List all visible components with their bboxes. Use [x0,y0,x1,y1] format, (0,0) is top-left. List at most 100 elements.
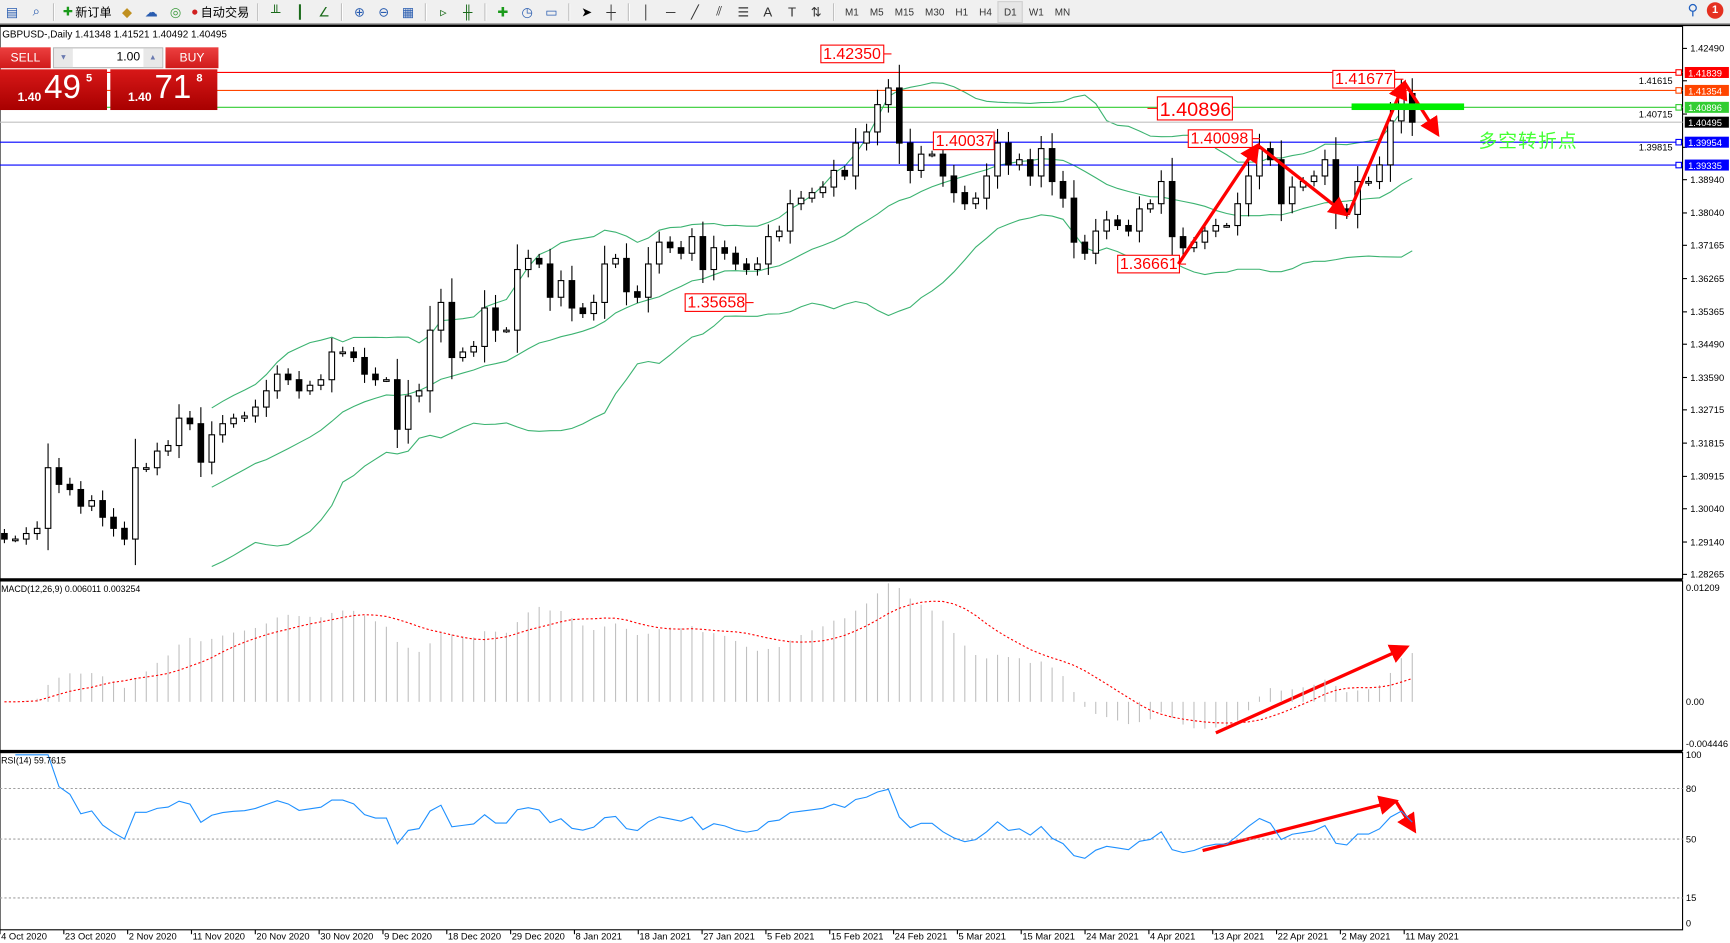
candle [459,347,467,362]
bullish-candle-body [415,390,423,397]
templates-icon[interactable]: ▭ [545,3,558,20]
timeframe-h4[interactable]: H4 [979,6,992,18]
timeframe-m30[interactable]: M30 [925,6,945,18]
buy-button[interactable]: BUY [165,47,219,69]
candle [306,380,314,395]
candle [241,411,248,422]
periods-icon[interactable]: ◷ [521,3,534,20]
timeframe-w1[interactable]: W1 [1028,6,1044,18]
candle [721,240,729,260]
line-anchor [1675,161,1683,169]
metaeditor-icon[interactable]: ◆ [122,3,133,20]
decrease-lot-icon[interactable]: ▼ [54,48,73,68]
vertical-line-icon[interactable]: │ [642,3,651,20]
new-order-button[interactable]: ✚ 新订单 [60,3,115,21]
increase-lot-icon[interactable]: ▲ [143,48,163,68]
timeframe-mn[interactable]: MN [1054,6,1071,18]
candle [470,341,478,357]
zoom-in-icon[interactable]: ⊕ [353,3,366,20]
bullish-candle-body [1310,175,1318,183]
new-chart-icon[interactable]: ▤ [5,3,19,20]
annotation-box [820,44,885,64]
separator [832,2,836,21]
notification-badge[interactable]: 1 [1706,1,1724,19]
annotation-box [1187,129,1253,148]
separator [340,2,343,21]
crosshair-icon[interactable]: ┼ [606,3,616,20]
lot-size-input[interactable]: 1.00 [116,50,141,64]
candle [1081,234,1089,260]
candle [1157,170,1165,214]
sell-price[interactable]: 1.40 49 5 [0,69,108,111]
price-tick-label: 1.30915 [1690,472,1724,482]
candle [1016,153,1023,171]
candle [732,246,739,271]
candlestick-icon[interactable]: ┃ [295,3,304,20]
equidistant-channel-icon[interactable]: ⫽ [716,3,723,19]
rsi-tick-label: 0 [1686,919,1691,929]
timeframe-d1[interactable]: D1 [997,0,1024,23]
bullish-candle-body [306,384,314,392]
candle [1114,215,1121,231]
bar-chart-icon[interactable]: ╨ [270,3,281,20]
line-chart-icon[interactable]: ∠ [318,3,331,20]
candle [765,224,772,275]
sell-price-fraction: 5 [86,72,93,85]
profiles-icon[interactable]: ⌕ [32,3,41,19]
navigator-icon[interactable]: ☁ [144,3,159,20]
tile-windows-icon[interactable]: ▦ [401,3,415,20]
text-icon[interactable]: A [763,3,773,20]
candle [66,477,74,496]
bearish-candle-body [361,356,368,375]
timeframe-m1[interactable]: M1 [845,6,859,18]
bullish-candle-body [994,142,1001,177]
arrows-icon[interactable]: ⇅ [810,3,822,20]
timeframe-h1[interactable]: H1 [955,6,969,18]
price-tick-label: 1.37165 [1690,241,1724,251]
candle [44,443,52,551]
timeframe-m15[interactable]: M15 [894,6,915,18]
sell-button[interactable]: SELL [0,47,51,69]
new-order-icon: ✚ [62,5,74,19]
bullish-candle-body [153,450,161,469]
rsi-label: RSI(14) 59.7615 [1,755,66,766]
macd-tick-label: 0.01209 [1686,583,1720,593]
separator [627,2,630,21]
lot-size-stepper[interactable]: ▼ 1.00 ▲ [52,47,164,69]
auto-trading-button[interactable]: ● 自动交易 [188,3,253,21]
candle [415,383,423,403]
bullish-candle-body [263,390,270,408]
indicators-icon[interactable]: ✚ [497,3,509,20]
price-tick-label: 1.34490 [1690,340,1724,350]
buy-price[interactable]: 1.40 71 8 [110,69,218,111]
auto-scroll-icon[interactable]: ▹ [440,3,447,20]
bearish-candle-body [1179,236,1187,249]
candle [1288,176,1296,214]
candle [273,365,281,399]
annotation-price-label: 1.40098 [1190,131,1248,148]
trendline-icon[interactable]: ╱ [690,3,699,20]
bullish-candle-body [688,236,696,254]
candle [1201,223,1209,250]
price-line-label-bg [1684,136,1729,148]
timeframe-m5[interactable]: M5 [869,6,884,18]
date-label: 15 Mar 2021 [1022,932,1075,942]
candle [1321,149,1329,186]
price-line-label-bg [1684,66,1729,78]
bullish-candle-body [524,257,532,271]
bullish-candle-body [175,417,183,447]
zoom-out-icon[interactable]: ⊖ [378,3,390,20]
annotation-box [932,131,995,151]
search-icon[interactable]: ⚲ [1687,1,1699,18]
date-label: 13 Apr 2021 [1214,932,1265,942]
text-label-icon[interactable]: T [787,3,797,20]
cursor-icon[interactable]: ➤ [581,3,593,20]
fibonacci-icon[interactable]: ☰ [737,3,750,20]
signals-icon[interactable]: ◎ [169,3,182,20]
chart-shift-icon[interactable]: ╫ [462,3,473,20]
candle [121,521,128,546]
price-line-label-bg [1684,159,1729,171]
bearish-candle-body [623,257,630,293]
horizontal-line-icon[interactable]: ─ [665,3,676,20]
